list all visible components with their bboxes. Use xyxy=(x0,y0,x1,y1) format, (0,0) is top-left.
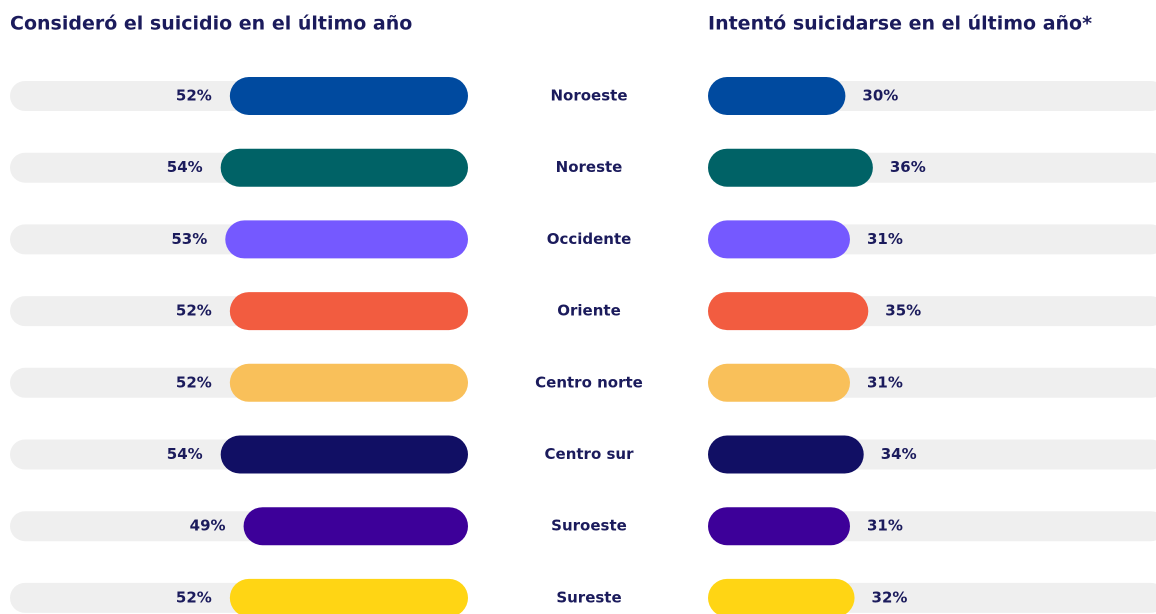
bar xyxy=(708,148,873,187)
bar xyxy=(229,363,468,402)
bar xyxy=(243,507,468,546)
right-title: Intentó suicidarse en el último año* xyxy=(708,13,1092,35)
bar xyxy=(220,148,468,187)
value-label: 54% xyxy=(167,445,203,463)
bar xyxy=(229,578,468,614)
bar xyxy=(229,292,468,331)
value-label: 54% xyxy=(167,158,203,176)
value-label: 36% xyxy=(890,158,926,176)
bar xyxy=(708,292,869,331)
category-label: Noreste xyxy=(556,158,623,176)
category-label: Occidente xyxy=(547,230,632,248)
value-label: 52% xyxy=(176,588,212,606)
value-label: 52% xyxy=(176,87,212,105)
value-label: 35% xyxy=(885,302,921,320)
value-label: 52% xyxy=(176,302,212,320)
bar xyxy=(708,507,850,546)
bar xyxy=(229,77,468,115)
category-label: Suroeste xyxy=(551,517,627,535)
value-label: 53% xyxy=(171,230,207,248)
bar xyxy=(220,435,468,474)
left-title: Consideró el suicidio en el último año xyxy=(10,13,412,35)
bar xyxy=(708,77,846,115)
category-label: Centro sur xyxy=(545,445,635,463)
value-label: 34% xyxy=(881,445,917,463)
value-label: 49% xyxy=(190,517,226,535)
bar xyxy=(708,578,855,614)
category-label: Oriente xyxy=(557,302,621,320)
bar xyxy=(708,435,864,474)
value-label: 31% xyxy=(867,517,903,535)
value-label: 30% xyxy=(862,87,898,105)
bar xyxy=(708,220,850,259)
value-label: 31% xyxy=(867,373,903,391)
bar xyxy=(708,363,850,402)
value-label: 31% xyxy=(867,230,903,248)
value-label: 52% xyxy=(176,373,212,391)
value-label: 32% xyxy=(872,588,908,606)
bar xyxy=(225,220,468,259)
category-label: Centro norte xyxy=(535,373,643,391)
category-label: Noroeste xyxy=(550,87,627,105)
category-label: Sureste xyxy=(556,588,621,606)
